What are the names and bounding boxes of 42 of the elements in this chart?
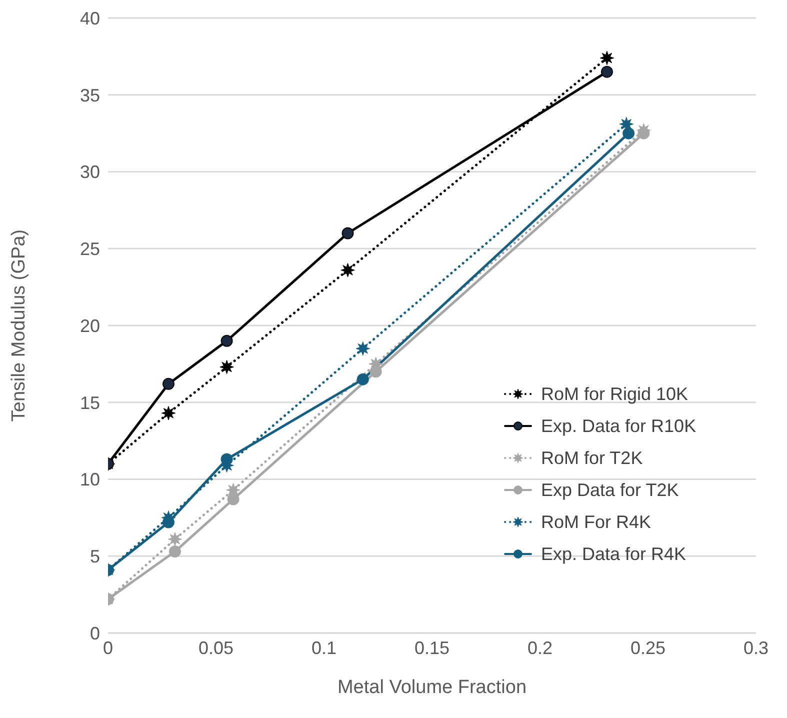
point [161,406,176,420]
point [342,227,354,240]
legend-label: RoM for Rigid 10K [541,384,688,404]
y-tick-label: 5 [90,546,100,567]
point [638,127,650,140]
point [220,453,233,466]
point [370,366,382,378]
x-tick-label: 0.2 [527,638,553,658]
legend-label: RoM for T2K [541,448,643,468]
point [162,378,174,390]
x-tick-label: 0.25 [630,638,666,658]
y-tick-label: 0 [90,623,100,644]
y-tick-label: 35 [80,85,100,106]
legend-label: Exp. Data for R10K [541,416,696,436]
point [619,116,634,132]
point [168,532,182,546]
point [356,373,369,386]
x-tick-label: 0.3 [743,638,769,658]
legend-label: RoM For R4K [541,512,652,532]
legend-label: Exp. Data for R4K [541,544,686,564]
x-axis-title: Metal Volume Fraction [337,677,527,698]
point [168,546,181,558]
x-tick-label: 0.15 [414,638,450,658]
point [356,341,370,356]
x-tick-label: 0.05 [198,638,234,658]
y-axis-title: Tensile Modulus (GPa) [8,229,30,422]
y-tick-label: 25 [80,239,100,260]
y-tick-label: 40 [80,8,100,28]
point [622,127,635,140]
point [220,360,234,374]
y-tick-label: 20 [80,316,100,336]
point [340,263,355,278]
point [220,334,233,347]
point [600,50,614,66]
y-tick-label: 10 [80,470,100,490]
point [600,66,613,78]
x-tick-label: 0.1 [311,638,337,658]
legend-label: Exp Data for T2K [541,480,679,500]
point [227,493,240,506]
y-tick-label: 30 [80,162,100,182]
x-tick-label: 0 [102,638,114,658]
y-tick-label: 15 [80,392,100,413]
